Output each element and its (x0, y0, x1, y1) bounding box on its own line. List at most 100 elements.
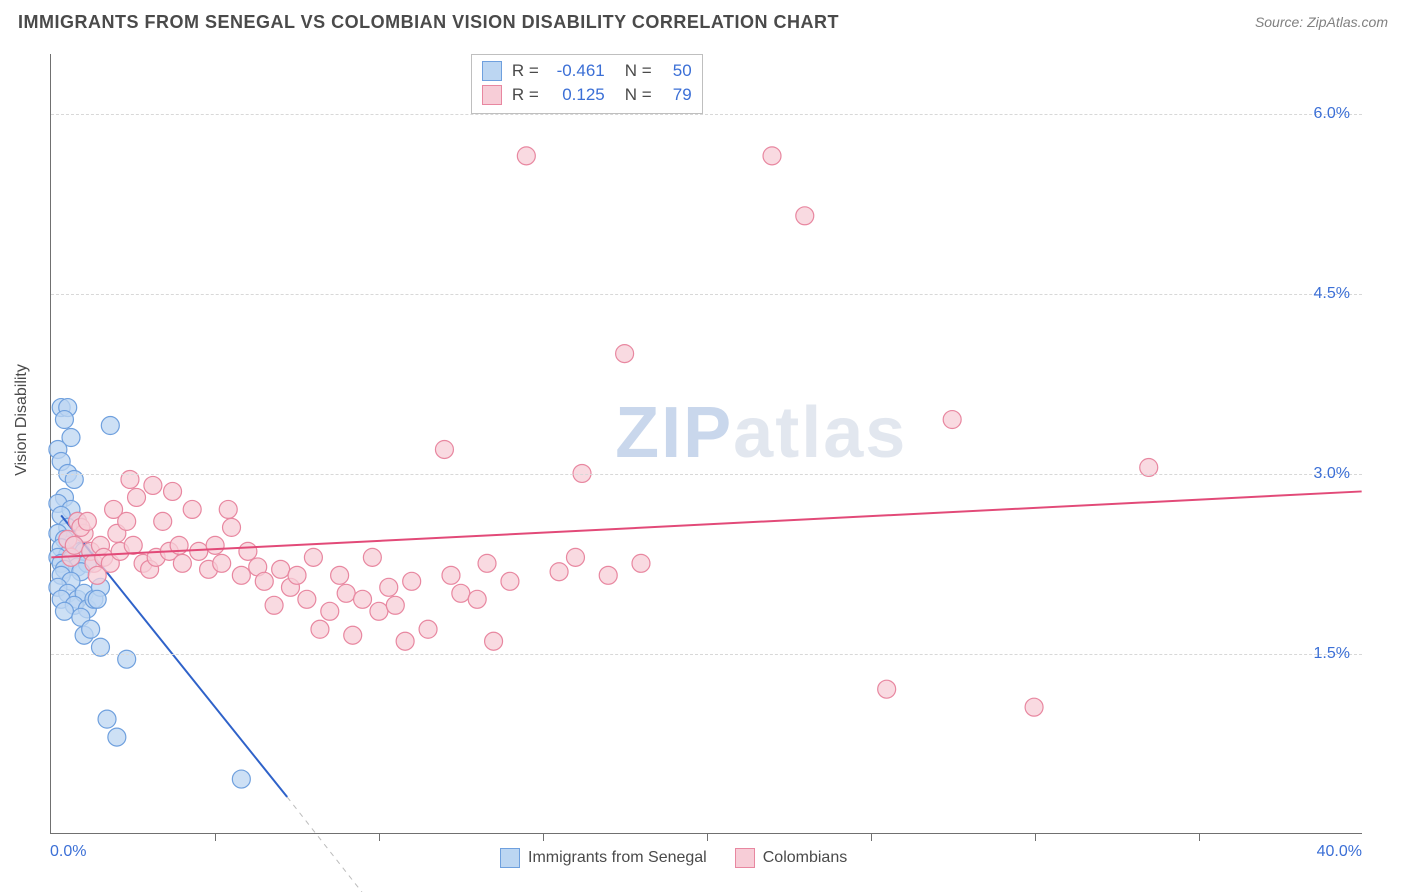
y-tick-label: 3.0% (1314, 465, 1350, 483)
data-point (118, 512, 136, 530)
stat-n-value: 50 (662, 59, 692, 83)
y-tick-label: 4.5% (1314, 285, 1350, 303)
data-point (419, 620, 437, 638)
data-point (632, 554, 650, 572)
data-point (55, 602, 73, 620)
legend-label: Colombians (763, 849, 847, 867)
stat-r-value: -0.461 (549, 59, 605, 83)
data-point (124, 536, 142, 554)
stats-legend-box: R = -0.461 N = 50 R = 0.125 N = 79 (471, 54, 703, 114)
x-tick (215, 833, 216, 841)
data-point (288, 566, 306, 584)
x-tick (1035, 833, 1036, 841)
data-point (435, 441, 453, 459)
data-point (164, 482, 182, 500)
page-title: IMMIGRANTS FROM SENEGAL VS COLOMBIAN VIS… (18, 12, 839, 33)
y-tick-label: 6.0% (1314, 105, 1350, 123)
data-point (78, 512, 96, 530)
legend-label: Immigrants from Senegal (528, 849, 707, 867)
data-point (219, 500, 237, 518)
data-point (796, 207, 814, 225)
data-point (331, 566, 349, 584)
data-point (298, 590, 316, 608)
data-point (206, 536, 224, 554)
data-point (255, 572, 273, 590)
data-point (550, 563, 568, 581)
data-point (101, 417, 119, 435)
stat-r-value: 0.125 (549, 83, 605, 107)
legend-item: Immigrants from Senegal (500, 848, 707, 868)
gridline (51, 294, 1362, 295)
data-point (1025, 698, 1043, 716)
data-point (173, 554, 191, 572)
stat-n-label: N = (625, 59, 652, 83)
data-point (363, 548, 381, 566)
source-attribution: Source: ZipAtlas.com (1255, 14, 1388, 30)
data-point (82, 620, 100, 638)
data-point (65, 536, 83, 554)
data-point (396, 632, 414, 650)
data-point (452, 584, 470, 602)
data-point (599, 566, 617, 584)
data-point (232, 566, 250, 584)
data-point (232, 770, 250, 788)
data-point (943, 411, 961, 429)
legend-item: Colombians (735, 848, 847, 868)
watermark: ZIPatlas (615, 392, 907, 474)
stats-row: R = 0.125 N = 79 (482, 83, 692, 107)
gridline (51, 654, 1362, 655)
trend-line-extension (287, 797, 362, 892)
chart-plot-area: ZIPatlas R = -0.461 N = 50 R = 0.125 N = 79 1.5… (50, 54, 1362, 834)
legend-swatch (482, 61, 502, 81)
data-point (88, 590, 106, 608)
data-point (501, 572, 519, 590)
stat-n-label: N = (625, 83, 652, 107)
gridline (51, 114, 1362, 115)
data-point (239, 542, 257, 560)
data-point (354, 590, 372, 608)
data-point (485, 632, 503, 650)
x-axis-max-label: 40.0% (1317, 843, 1362, 861)
data-point (98, 710, 116, 728)
data-point (386, 596, 404, 614)
data-point (311, 620, 329, 638)
data-point (566, 548, 584, 566)
data-point (265, 596, 283, 614)
data-point (517, 147, 535, 165)
data-point (304, 548, 322, 566)
gridline (51, 474, 1362, 475)
data-point (154, 512, 172, 530)
data-point (108, 728, 126, 746)
y-axis-label: Vision Disability (13, 364, 31, 476)
data-point (223, 518, 241, 536)
data-point (763, 147, 781, 165)
data-point (183, 500, 201, 518)
data-point (616, 345, 634, 363)
data-point (370, 602, 388, 620)
stats-row: R = -0.461 N = 50 (482, 59, 692, 83)
data-point (337, 584, 355, 602)
data-point (344, 626, 362, 644)
bottom-legend: Immigrants from Senegal Colombians (500, 848, 847, 868)
x-axis-min-label: 0.0% (50, 843, 86, 861)
data-point (128, 488, 146, 506)
legend-swatch (500, 848, 520, 868)
data-point (403, 572, 421, 590)
data-point (213, 554, 231, 572)
stat-r-label: R = (512, 59, 539, 83)
stat-n-value: 79 (662, 83, 692, 107)
y-tick-label: 1.5% (1314, 645, 1350, 663)
data-point (118, 650, 136, 668)
trend-line (51, 491, 1361, 557)
stat-r-label: R = (512, 83, 539, 107)
x-tick (543, 833, 544, 841)
data-point (272, 560, 290, 578)
legend-swatch (735, 848, 755, 868)
data-point (144, 476, 162, 494)
x-tick (707, 833, 708, 841)
legend-swatch (482, 85, 502, 105)
data-point (321, 602, 339, 620)
data-point (380, 578, 398, 596)
x-tick (379, 833, 380, 841)
x-tick (1199, 833, 1200, 841)
